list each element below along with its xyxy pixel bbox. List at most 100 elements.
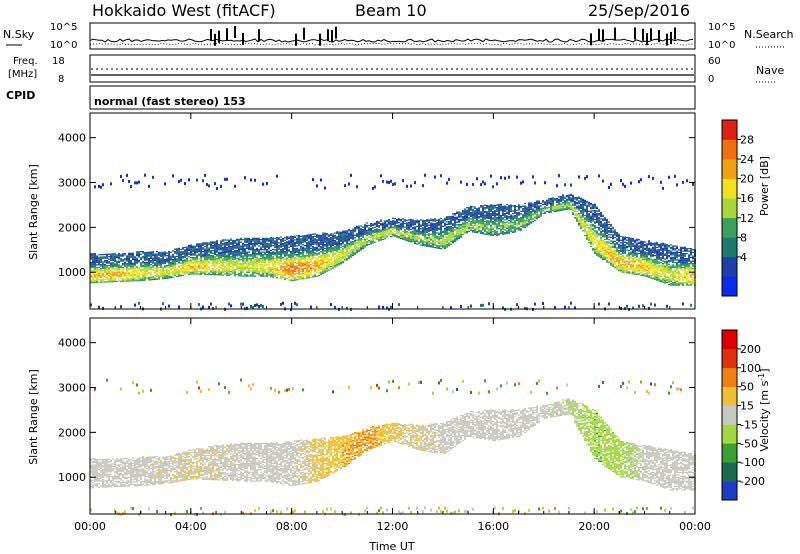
power-cell bbox=[460, 235, 462, 237]
power-cell bbox=[580, 211, 582, 213]
power-cell bbox=[242, 269, 244, 271]
power-cell bbox=[258, 267, 260, 270]
power-cell bbox=[234, 273, 236, 276]
power-cell bbox=[184, 270, 186, 272]
power-cell bbox=[340, 243, 342, 245]
power-cell bbox=[582, 215, 584, 217]
power-cell bbox=[554, 210, 556, 213]
power-cell bbox=[286, 277, 288, 279]
power-cell bbox=[390, 224, 392, 226]
power-cell bbox=[252, 239, 254, 241]
power-cell bbox=[542, 203, 544, 206]
power-cell bbox=[270, 244, 272, 246]
power-cell bbox=[144, 253, 146, 255]
power-cell bbox=[264, 256, 266, 258]
power-cell bbox=[240, 270, 242, 272]
power-cell bbox=[394, 218, 396, 220]
power-cell bbox=[316, 261, 318, 264]
power-cell bbox=[580, 201, 582, 203]
power-cell bbox=[280, 269, 282, 271]
power-cell bbox=[178, 274, 180, 276]
power-cell bbox=[444, 218, 446, 221]
power-cell bbox=[460, 232, 462, 234]
power-cell bbox=[358, 235, 360, 237]
power-cell bbox=[236, 246, 238, 248]
power-cell bbox=[220, 241, 222, 243]
power-cell bbox=[492, 218, 494, 220]
power-cell bbox=[218, 260, 220, 262]
power-cell bbox=[472, 213, 474, 215]
power-cell bbox=[384, 236, 386, 239]
power-cell bbox=[312, 268, 314, 271]
power-cell bbox=[324, 257, 326, 260]
power-cell bbox=[494, 206, 496, 208]
power-cell bbox=[286, 253, 288, 256]
power-cell bbox=[570, 203, 572, 206]
power-cell bbox=[108, 264, 110, 267]
power-cell bbox=[508, 227, 510, 229]
power-cell bbox=[106, 277, 108, 279]
power-cell bbox=[222, 255, 224, 257]
power-cell bbox=[282, 301, 284, 305]
power-cell bbox=[228, 239, 230, 241]
power-cell bbox=[408, 223, 410, 225]
power-cell bbox=[426, 220, 428, 222]
power-cell bbox=[268, 263, 270, 265]
power-cell bbox=[172, 271, 174, 273]
power-cell bbox=[324, 266, 326, 268]
power-cell bbox=[276, 255, 278, 258]
power-cell bbox=[208, 262, 210, 264]
power-cell bbox=[490, 218, 492, 220]
power-cell bbox=[328, 241, 330, 244]
power-cell bbox=[364, 223, 366, 226]
power-cell bbox=[142, 274, 144, 277]
power-cell bbox=[482, 233, 484, 235]
power-cell bbox=[254, 262, 256, 265]
power-cell bbox=[214, 182, 216, 186]
power-cell bbox=[158, 267, 160, 269]
power-cell bbox=[488, 211, 490, 213]
power-cell bbox=[356, 234, 358, 236]
power-cell bbox=[134, 277, 136, 279]
power-cell bbox=[432, 242, 434, 245]
power-cell bbox=[438, 245, 440, 247]
power-cell bbox=[302, 237, 304, 240]
power-cell bbox=[546, 207, 548, 209]
power-cell bbox=[410, 231, 412, 233]
power-cell bbox=[282, 269, 284, 271]
power-cell bbox=[262, 244, 264, 246]
power-cell bbox=[178, 269, 180, 271]
power-cell bbox=[168, 262, 170, 264]
power-cell bbox=[190, 250, 192, 253]
power-cell bbox=[292, 276, 294, 278]
power-cell bbox=[172, 266, 174, 268]
power-cell bbox=[144, 277, 146, 279]
power-cell bbox=[276, 268, 278, 270]
power-cell bbox=[270, 274, 272, 277]
power-cell bbox=[382, 231, 384, 233]
power-cell bbox=[434, 235, 436, 237]
power-cell bbox=[242, 242, 244, 245]
power-cell bbox=[108, 273, 110, 275]
power-cell bbox=[482, 211, 484, 213]
power-cell bbox=[278, 257, 280, 259]
power-cell bbox=[144, 269, 146, 271]
power-cell bbox=[392, 231, 394, 233]
power-cell bbox=[472, 211, 474, 213]
power-cell bbox=[476, 230, 478, 233]
power-cell bbox=[344, 253, 346, 255]
power-cell bbox=[292, 244, 294, 246]
power-cell bbox=[438, 223, 440, 226]
power-cell bbox=[586, 223, 588, 225]
power-cell bbox=[216, 267, 218, 270]
power-cell bbox=[326, 247, 328, 250]
power-cell bbox=[108, 269, 110, 272]
power-cell bbox=[192, 254, 194, 256]
power-cell bbox=[286, 243, 288, 246]
power-cell bbox=[396, 226, 398, 228]
power-cell bbox=[356, 252, 358, 254]
power-cell bbox=[302, 261, 304, 264]
power-cell bbox=[438, 232, 440, 234]
power-cell bbox=[344, 236, 346, 239]
power-cell bbox=[428, 228, 430, 230]
